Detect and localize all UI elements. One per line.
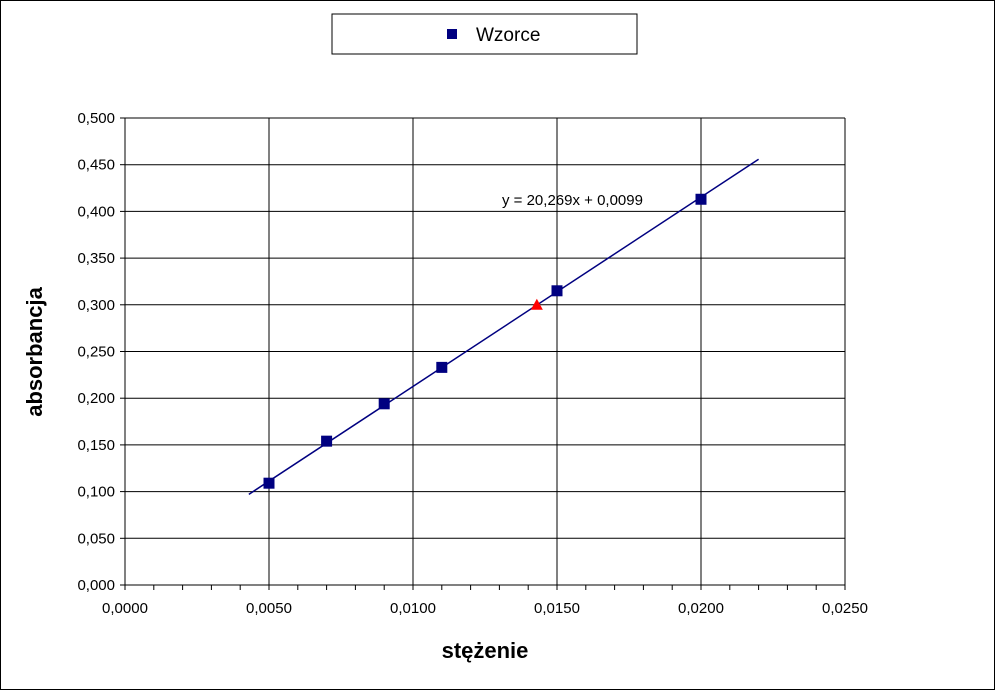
- y-tick-label: 0,100: [77, 484, 115, 501]
- legend-box: [331, 13, 638, 55]
- y-tick-label: 0,350: [77, 250, 115, 267]
- trendline: [248, 158, 760, 495]
- y-tick-label: 0,250: [77, 344, 115, 361]
- x-tick-label: 0,0250: [822, 600, 868, 617]
- y-axis-title: absorbancja: [22, 286, 47, 416]
- y-tick-labels: 0,000 0,050 0,100 0,150 0,200 0,250 0,300 0,350…: [77, 110, 115, 594]
- x-tick-label: 0,0200: [678, 600, 724, 617]
- legend: Wzorce: [331, 13, 638, 55]
- data-point-square: [263, 477, 275, 489]
- data-point-square: [695, 193, 707, 205]
- y-tick-label: 0,450: [77, 157, 115, 174]
- y-tick-label: 0,300: [77, 297, 115, 314]
- x-tick-labels: 0,0000 0,0050 0,0100 0,0150 0,0200 0,0250: [102, 600, 868, 617]
- x-axis-title: stężenie: [442, 638, 529, 663]
- y-tick-label: 0,400: [77, 203, 115, 220]
- y-tick-label: 0,500: [77, 110, 115, 127]
- y-tick-label: 0,000: [77, 577, 115, 594]
- legend-marker-wzorce: [447, 29, 457, 39]
- trendline-equation: y = 20,269x + 0,0099: [502, 192, 643, 209]
- gridlines: [125, 117, 846, 585]
- y-tick-label: 0,050: [77, 530, 115, 547]
- axes: [120, 117, 846, 590]
- x-tick-label: 0,0000: [102, 600, 148, 617]
- data-points: [263, 193, 707, 489]
- legend-label-wzorce: Wzorce: [476, 25, 540, 46]
- data-point-square: [551, 285, 563, 297]
- data-point-square: [378, 398, 390, 410]
- data-point-triangle: [530, 298, 543, 310]
- x-tick-label: 0,0100: [390, 600, 436, 617]
- y-tick-label: 0,150: [77, 437, 115, 454]
- trendline-layer: [248, 158, 760, 495]
- data-point-square: [436, 361, 448, 373]
- y-tick-label: 0,200: [77, 390, 115, 407]
- data-point-square: [321, 435, 333, 447]
- x-tick-label: 0,0050: [246, 600, 292, 617]
- x-tick-label: 0,0150: [534, 600, 580, 617]
